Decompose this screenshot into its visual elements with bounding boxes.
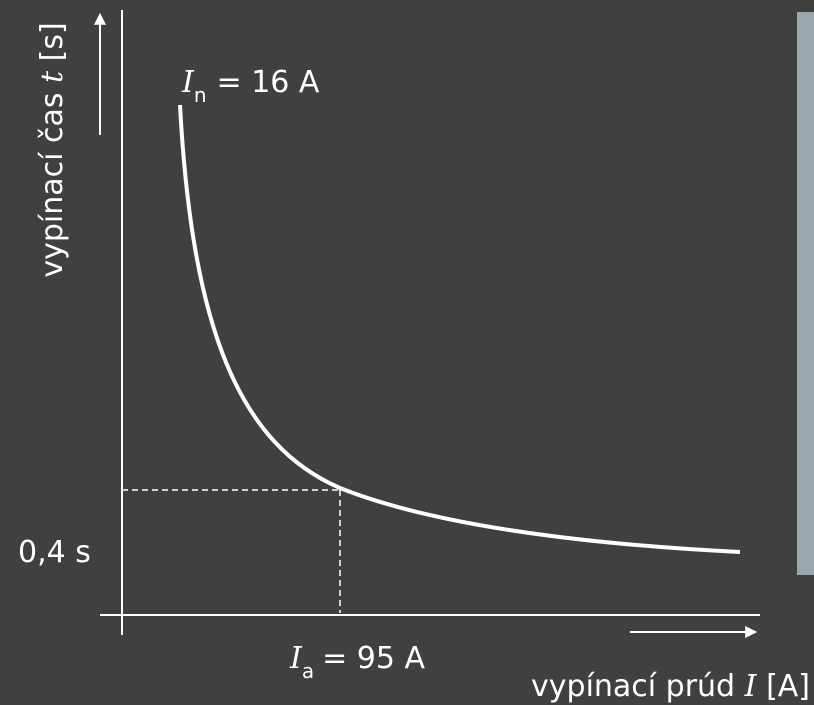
- label-symbol: t: [35, 70, 70, 83]
- y-axis-label: vypínací čas t [s]: [35, 22, 70, 277]
- current-marker: Ia = 95 A: [289, 641, 426, 683]
- photo-edge: [797, 12, 814, 575]
- label-subscript: a: [302, 659, 314, 683]
- label-unit: [A]: [766, 669, 810, 704]
- label-unit: [s]: [35, 22, 70, 61]
- label-subscript: n: [194, 83, 207, 107]
- label-symbol: I: [181, 65, 195, 100]
- label-symbol: I: [289, 641, 303, 676]
- x-axis-label: vypínací prúd I [A]: [531, 669, 810, 704]
- label-text: = 95 A: [322, 641, 425, 676]
- label-text: vypínací čas: [35, 93, 70, 278]
- time-marker: 0,4 s: [18, 535, 91, 570]
- curve-label: In = 16 A: [181, 65, 320, 107]
- label-text: vypínací prúd: [531, 669, 735, 704]
- label-text: = 16 A: [217, 65, 320, 100]
- trip-curve: [178, 104, 741, 554]
- label-symbol: I: [744, 669, 758, 704]
